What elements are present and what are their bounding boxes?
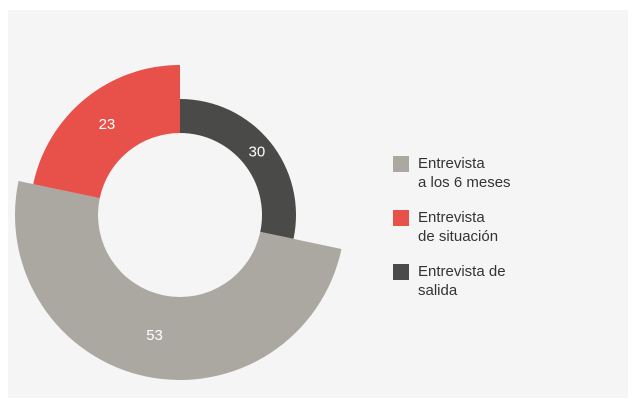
legend-label: Entrevista bbox=[418, 209, 485, 226]
donut-slice bbox=[33, 65, 181, 199]
legend-swatch bbox=[393, 264, 409, 280]
donut-slice bbox=[180, 99, 296, 239]
data-label: 30 bbox=[249, 144, 266, 161]
legend-label: Entrevista bbox=[418, 155, 485, 172]
data-label: 23 bbox=[99, 116, 116, 133]
legend-swatch bbox=[393, 156, 409, 172]
legend-label: de situación bbox=[418, 228, 498, 245]
legend-label: salida bbox=[418, 282, 458, 299]
data-label: 53 bbox=[146, 327, 163, 344]
legend-swatch bbox=[393, 210, 409, 226]
legend-label: a los 6 meses bbox=[418, 174, 511, 191]
donut-slice bbox=[15, 181, 342, 380]
legend-label: Entrevista de bbox=[418, 263, 506, 280]
